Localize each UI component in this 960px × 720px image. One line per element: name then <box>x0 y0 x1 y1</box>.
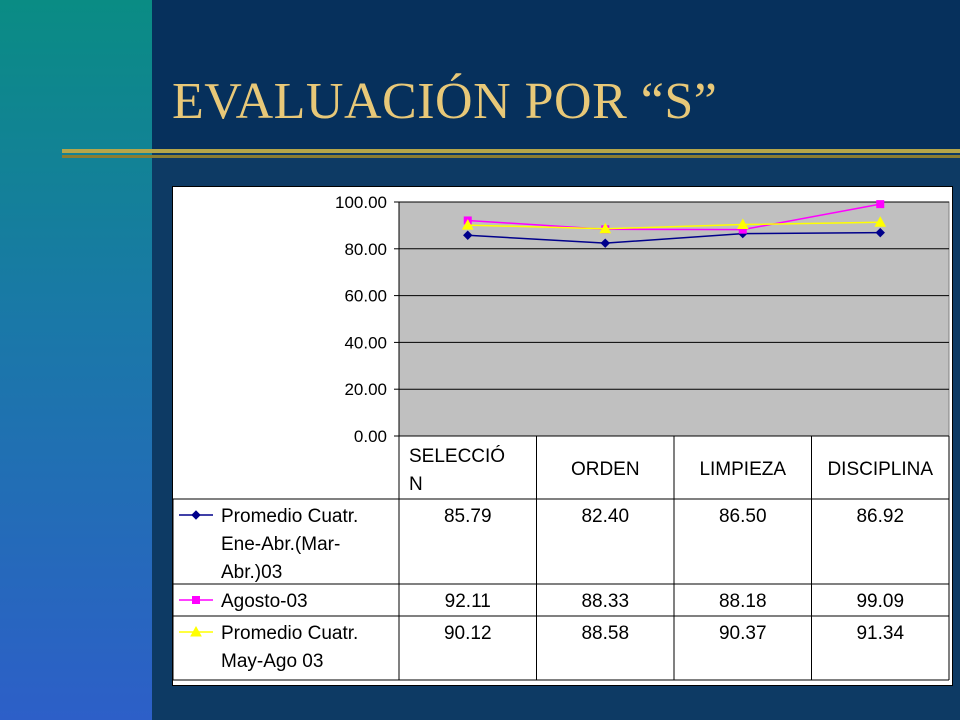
data-point <box>600 238 610 248</box>
data-label: 99.09 <box>856 591 904 612</box>
legend-key-marker <box>192 596 200 604</box>
data-point <box>876 200 885 209</box>
y-tick-label: 100.00 <box>335 193 387 212</box>
series-line <box>467 221 881 230</box>
slide-title: EVALUACIÓN POR “S” <box>172 73 718 130</box>
y-tick-label: 0.00 <box>354 427 387 446</box>
title-band <box>152 0 960 150</box>
line-chart: 0.00 20.00 40.00 60.00 80.00 100.00 SELECCIÓ N O… <box>173 193 950 681</box>
category-label: SELECCIÓ <box>409 445 505 467</box>
data-point <box>599 222 612 234</box>
plot-area <box>398 201 950 437</box>
title-underline-secondary <box>62 155 960 158</box>
chart-area: 0.00 20.00 40.00 60.00 80.00 100.00 SELECCIÓ N O… <box>172 186 953 686</box>
category-label: DISCIPLINA <box>827 459 933 480</box>
series-name: Promedio Cuatr. <box>221 506 358 527</box>
data-point <box>463 230 473 240</box>
series-line <box>467 203 881 231</box>
legend-key-marker <box>190 625 202 637</box>
data-label: 90.37 <box>719 623 767 644</box>
data-label: 86.50 <box>719 506 767 527</box>
series-name: May-Ago 03 <box>221 651 323 672</box>
data-label: 92.11 <box>445 591 491 612</box>
category-label: LIMPIEZA <box>699 459 786 480</box>
y-tick-label: 80.00 <box>344 240 387 259</box>
data-label: 86.92 <box>856 506 904 527</box>
y-tick-label: 20.00 <box>344 380 387 399</box>
category-label: N <box>409 474 423 495</box>
legend-key-marker <box>191 510 201 520</box>
data-label: 85.79 <box>444 506 492 527</box>
category-label: ORDEN <box>571 459 640 480</box>
data-label: 90.12 <box>444 623 492 644</box>
series-name: Abr.)03 <box>221 562 282 583</box>
data-label: 82.40 <box>581 506 629 527</box>
y-tick-label: 60.00 <box>344 287 387 306</box>
data-label: 91.34 <box>856 623 904 644</box>
y-tick-label: 40.00 <box>344 333 387 352</box>
series-line <box>467 231 881 244</box>
data-point <box>875 227 885 238</box>
data-point <box>874 216 887 227</box>
series-name: Promedio Cuatr. <box>221 623 358 644</box>
data-point <box>736 218 749 230</box>
data-label: 88.33 <box>581 591 629 612</box>
data-point <box>461 219 474 230</box>
title-underline <box>62 149 960 153</box>
data-label: 88.58 <box>581 623 629 644</box>
left-accent-band <box>0 0 152 720</box>
series-name: Agosto-03 <box>221 591 308 612</box>
data-label: 88.18 <box>719 591 767 612</box>
series-name: Ene-Abr.(Mar- <box>221 534 340 555</box>
